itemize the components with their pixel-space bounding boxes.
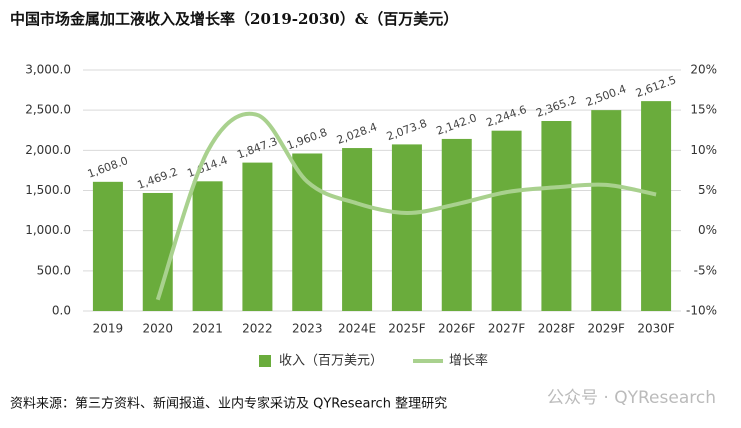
x-tick-label: 2019 [93,322,124,336]
value-label: 2,365.2 [534,93,578,120]
y-tick-label: 3,000.0 [25,63,71,77]
value-label: 2,028.4 [335,120,379,147]
x-tick-label: 2030F [637,322,675,336]
bar [391,144,422,311]
y-tick-label: 1,000.0 [25,223,71,237]
y2-tick-label: 20% [690,63,717,77]
legend-swatch [259,355,271,367]
y-tick-label: 2,500.0 [25,103,71,117]
x-tick-label: 2025F [388,322,426,336]
y2-tick-label: 15% [690,103,717,117]
x-tick-label: 2020 [142,322,173,336]
source-note: 资料来源：第三方资料、新闻报道、业内专家采访及 QYResearch 整理研究 [10,396,447,412]
y-tick-label: 500.0 [37,263,71,277]
y-tick-label: 0.0 [52,304,71,318]
value-label: 1,469.2 [136,165,180,192]
bar [491,130,522,311]
value-label: 2,244.6 [484,103,528,130]
value-label: 2,073.8 [385,117,429,144]
chart-title: 中国市场金属加工液收入及增长率（2019-2030）&（百万美元） [10,10,458,28]
value-label: 1,960.8 [285,126,329,153]
watermark: 公众号 · QYResearch [547,388,716,408]
growth-line [155,111,657,301]
y2-tick-label: 0% [698,223,717,237]
x-tick-label: 2027F [488,322,526,336]
bar [641,101,672,311]
bar [242,162,273,311]
bar [591,110,622,311]
bar [142,192,173,311]
y-tick-label: 2,000.0 [25,143,71,157]
value-label: 2,612.5 [634,73,678,100]
legend-label: 增长率 [449,353,488,369]
value-label: 2,142.0 [435,111,479,138]
y2-tick-label: 5% [698,183,717,197]
x-tick-label: 2021 [192,322,223,336]
x-tick-label: 2028F [538,322,576,336]
legend-label: 收入（百万美元） [279,354,383,369]
value-label: 1,847.3 [235,135,279,162]
x-tick-label: 2026F [438,322,476,336]
x-tick-label: 2023 [292,322,323,336]
bar [292,153,323,311]
bar [92,181,123,311]
bar [342,148,373,311]
y-tick-label: 1,500.0 [25,183,71,197]
bar [192,181,223,311]
x-tick-label: 2022 [242,322,273,336]
value-label: 2,500.4 [584,82,628,109]
bar [541,120,572,311]
x-tick-label: 2029F [588,322,626,336]
y2-tick-label: -10% [686,304,717,318]
x-tick-label: 2024E [338,322,376,336]
value-label: 1,614.4 [185,154,229,181]
y2-tick-label: 10% [690,143,717,157]
value-label: 1,608.0 [86,154,130,181]
bar [441,138,472,311]
y2-tick-label: -5% [694,263,717,277]
